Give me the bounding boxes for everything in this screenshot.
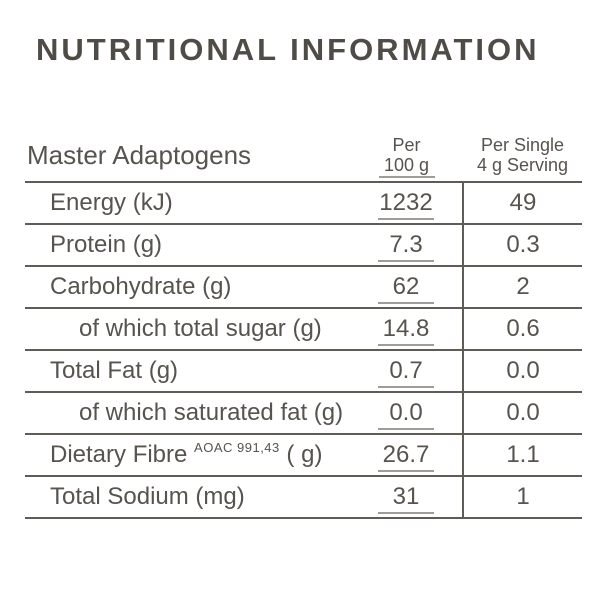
nutrient-label-text: Protein (g)	[50, 231, 163, 258]
nutrient-label: Carbohydrate (g)	[25, 266, 350, 309]
table-row-saturated-fat: of which saturated fat (g) 0.0 0.0	[25, 392, 582, 435]
nutrient-label: of which saturated fat (g)	[25, 392, 350, 435]
aoac-method-superscript: AOAC 991,43	[194, 440, 280, 455]
per-100g-value: 0.0	[350, 392, 463, 435]
per-serving-value: 0.3	[462, 224, 582, 267]
table-row-total-fat: Total Fat (g) 0.7 0.0	[25, 350, 582, 393]
per-100g-value: 62	[350, 266, 463, 309]
table-header-row: Master Adaptogens Per 100 g Per Single 4…	[25, 129, 582, 183]
per-100g-value: 31	[350, 476, 463, 519]
table-row-energy: Energy (kJ) 1232 49	[25, 182, 582, 225]
col-header-per-100g: Per 100 g	[350, 129, 463, 183]
col-header-per-serving: Per Single 4 g Serving	[463, 129, 582, 183]
nutrient-label-text: of which saturated fat (g)	[79, 399, 344, 426]
nutrient-label: of which total sugar (g)	[25, 308, 350, 351]
nutrient-label: Dietary Fibre AOAC 991,43 ( g)	[25, 434, 350, 477]
nutrient-label-text: Energy (kJ)	[50, 189, 173, 216]
table-row-carbohydrate: Carbohydrate (g) 62 2	[25, 266, 582, 309]
per-serving-value: 0.6	[462, 308, 582, 351]
page-title: NUTRITIONAL INFORMATION	[36, 32, 540, 67]
product-name: Master Adaptogens	[25, 129, 350, 183]
per-100g-value: 14.8	[350, 308, 463, 351]
per-serving-value: 49	[462, 182, 582, 225]
table-row-dietary-fibre: Dietary Fibre AOAC 991,43 ( g) 26.7 1.1	[25, 434, 582, 477]
per-100g-value: 0.7	[350, 350, 463, 393]
per-serving-value: 1.1	[462, 434, 582, 477]
table-row-protein: Protein (g) 7.3 0.3	[25, 224, 582, 267]
col-header-per-serving-line2: 4 g Serving	[476, 155, 569, 175]
per-serving-value: 2	[462, 266, 582, 309]
nutrient-label-suffix: ( g)	[279, 441, 323, 468]
col-header-per-serving-line1: Per Single	[480, 135, 565, 155]
nutrient-label-text: Total Fat (g)	[50, 357, 179, 384]
nutrient-label-text: Dietary Fibre	[50, 441, 195, 468]
col-header-per-100g-line2: 100 g	[383, 155, 430, 175]
per-serving-value: 0.0	[462, 392, 582, 435]
nutrition-table: Master Adaptogens Per 100 g Per Single 4…	[25, 129, 582, 519]
table-row-total-sugar: of which total sugar (g) 14.8 0.6	[25, 308, 582, 351]
nutrient-label: Total Sodium (mg)	[25, 476, 350, 519]
per-100g-value: 1232	[350, 182, 463, 225]
per-serving-value: 1	[462, 476, 582, 519]
nutrient-label-text: of which total sugar (g)	[79, 315, 322, 342]
nutrient-label: Total Fat (g)	[25, 350, 350, 393]
per-100g-value: 7.3	[350, 224, 463, 267]
nutrient-label-text: Carbohydrate (g)	[50, 273, 232, 300]
per-serving-value: 0.0	[462, 350, 582, 393]
col-header-per-100g-line1: Per	[392, 135, 421, 155]
nutrient-label: Energy (kJ)	[25, 182, 350, 225]
nutrient-label-text: Total Sodium (mg)	[50, 483, 245, 510]
table-row-total-sodium: Total Sodium (mg) 31 1	[25, 476, 582, 519]
nutrient-label: Protein (g)	[25, 224, 350, 267]
per-100g-value: 26.7	[350, 434, 463, 477]
